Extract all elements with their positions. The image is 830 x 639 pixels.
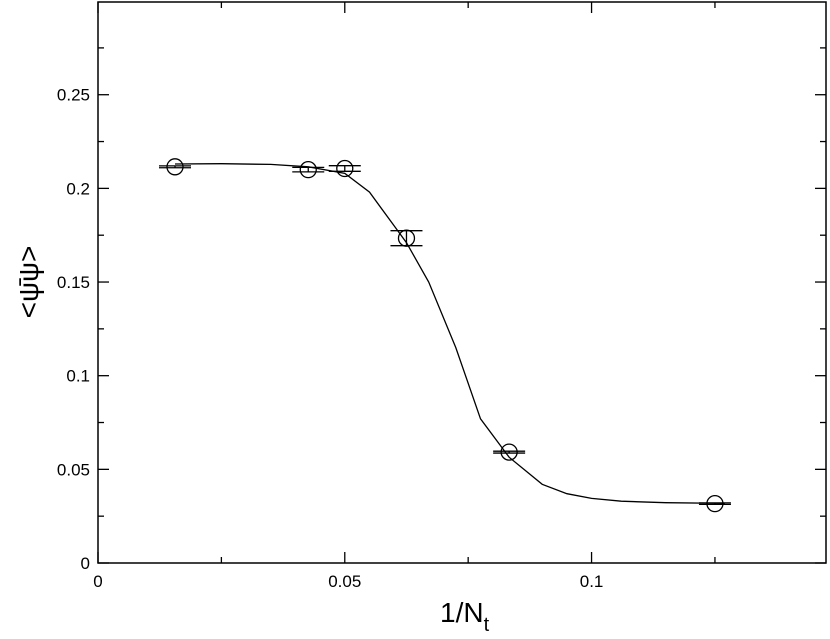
- x-tick-label: 0.05: [328, 572, 361, 591]
- y-tick-label: 0.25: [57, 86, 90, 105]
- circle-marker: [336, 159, 354, 178]
- tick-labels: 0 0.05 0.1 0 0.05 0.1 0.15 0.2 0.25: [57, 86, 603, 591]
- data-point: [698, 494, 731, 513]
- x-axis-label-main: 1/N: [440, 597, 484, 628]
- data-point: [390, 229, 423, 247]
- axis-ticks: [97, 2, 826, 564]
- y-tick-label: 0: [81, 554, 90, 573]
- data-point: [292, 160, 325, 179]
- circle-marker: [706, 494, 724, 513]
- data-point: [158, 158, 191, 176]
- circle-marker: [166, 158, 184, 176]
- plot-frame: [97, 1, 827, 564]
- fit-curve: [174, 163, 725, 505]
- circle-marker: [397, 229, 416, 247]
- data-points-layer: [158, 158, 731, 513]
- data-point: [328, 159, 361, 178]
- y-tick-label: 0.2: [66, 179, 90, 198]
- x-tick-label: 0.1: [580, 572, 604, 591]
- y-tick-label: 0.1: [66, 367, 90, 386]
- x-tick-label: 0: [93, 572, 102, 591]
- y-axis-label: <ψ̄ψ>: [13, 246, 44, 319]
- circle-marker: [500, 443, 518, 461]
- y-tick-label: 0.15: [57, 273, 90, 292]
- x-axis-label: 1/Nt: [440, 597, 490, 636]
- x-axis-label-subscript: t: [484, 614, 490, 636]
- fit-curve-layer: [174, 163, 725, 505]
- data-point: [493, 443, 526, 461]
- y-tick-label: 0.05: [57, 460, 90, 479]
- circle-marker: [299, 160, 317, 179]
